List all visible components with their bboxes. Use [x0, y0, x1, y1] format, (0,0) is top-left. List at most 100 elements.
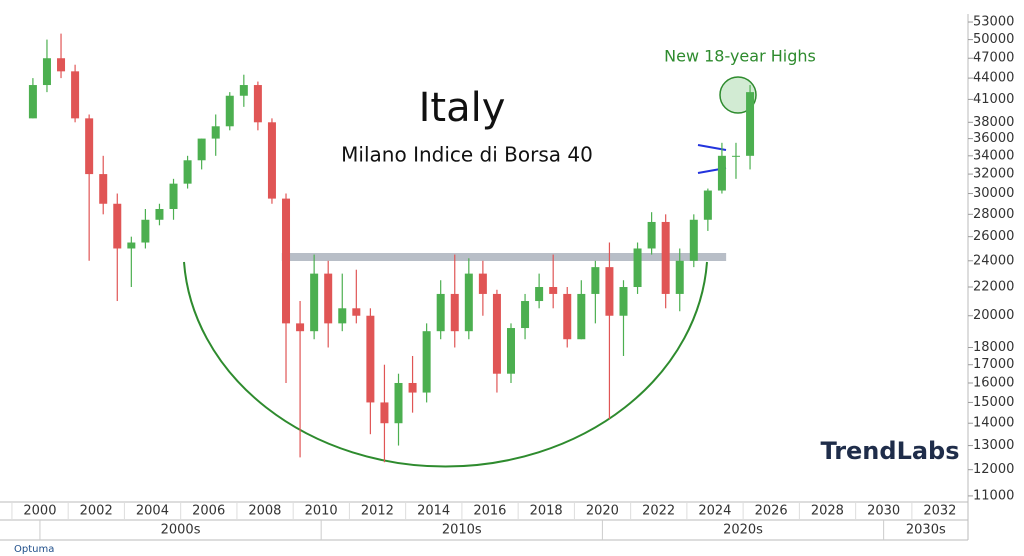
candle-body — [506, 328, 515, 374]
x-tick-label: 2016 — [473, 504, 506, 519]
x-tick-label: 2010 — [305, 504, 338, 519]
decade-label: 2020s — [723, 523, 763, 538]
y-tick-label: 34000 — [973, 148, 1014, 163]
y-tick-label: 53000 — [973, 15, 1014, 30]
candle-body — [436, 293, 445, 332]
candle-body — [169, 183, 178, 209]
x-tick-label: 2002 — [80, 504, 113, 519]
candle-body — [99, 174, 108, 204]
candle-body — [282, 198, 291, 324]
y-tick-label: 20000 — [973, 308, 1014, 323]
candle-body — [239, 85, 248, 96]
x-tick-label: 2024 — [698, 504, 731, 519]
y-tick-label: 13000 — [973, 438, 1014, 453]
candle-body — [450, 293, 459, 332]
y-tick-label: 41000 — [973, 92, 1014, 107]
x-tick-label: 2030 — [867, 504, 900, 519]
chart-subtitle: Milano Indice di Borsa 40 — [341, 143, 593, 167]
rounding-bottom — [183, 261, 708, 468]
candle-body — [675, 260, 684, 294]
candle-body — [605, 267, 614, 316]
y-tick-label: 28000 — [973, 207, 1014, 222]
annotation: New 18-year Highs — [664, 47, 816, 66]
y-tick-label: 15000 — [973, 395, 1014, 410]
x-tick-label: 2008 — [248, 504, 281, 519]
x-tick-label: 2004 — [136, 504, 169, 519]
candle-body — [408, 382, 417, 393]
y-tick-label: 47000 — [973, 51, 1014, 66]
candle-body — [394, 382, 403, 424]
candle-body — [141, 219, 150, 243]
y-tick-label: 38000 — [973, 115, 1014, 130]
candle-body — [296, 323, 305, 332]
plot — [28, 33, 755, 463]
y-tick-label: 16000 — [973, 375, 1014, 390]
candle-body — [731, 155, 740, 157]
candle-body — [267, 122, 276, 199]
logo: TrendLabs — [820, 437, 959, 465]
candle-body — [703, 190, 712, 220]
x-tick-label: 2006 — [192, 504, 225, 519]
x-tick-label: 2026 — [755, 504, 788, 519]
candle-body — [211, 126, 220, 139]
candle-body — [183, 160, 192, 184]
candle-body — [577, 293, 586, 340]
candle-body — [549, 287, 558, 294]
y-tick-label: 24000 — [973, 253, 1014, 268]
chart-title: Italy — [419, 85, 506, 131]
candle-body — [71, 71, 80, 119]
y-tick-label: 11000 — [973, 488, 1014, 503]
candle-body — [42, 58, 51, 86]
candle-body — [492, 293, 501, 374]
candle-body — [155, 208, 164, 220]
candle-body — [338, 308, 347, 324]
candle-body — [310, 273, 319, 332]
candle-body — [661, 221, 670, 294]
y-tick-label: 36000 — [973, 131, 1014, 146]
candle-body — [464, 273, 473, 332]
candle-body — [521, 301, 530, 329]
x-tick-label: 2014 — [417, 504, 450, 519]
candle-body — [324, 273, 333, 324]
candle-body — [746, 92, 755, 156]
x-tick-label: 2022 — [642, 504, 675, 519]
x-tick-label: 2028 — [811, 504, 844, 519]
candle-body — [225, 95, 234, 127]
candle-body — [535, 287, 544, 302]
candle-body — [478, 273, 487, 294]
y-tick-label: 14000 — [973, 416, 1014, 431]
x-tick-label: 2020 — [586, 504, 619, 519]
y-tick-label: 30000 — [973, 186, 1014, 201]
footer: Optuma — [14, 544, 54, 555]
candle-body — [591, 267, 600, 294]
candle-body — [717, 155, 726, 191]
candle-body — [619, 287, 628, 316]
candle-body — [422, 331, 431, 393]
candle-body — [633, 248, 642, 288]
y-tick-label: 18000 — [973, 340, 1014, 355]
candle-body — [85, 118, 94, 175]
decade-label: 2030s — [906, 523, 946, 538]
x-tick-label: 2000 — [23, 504, 56, 519]
candle-body — [563, 293, 572, 340]
x-tick-label: 2032 — [923, 504, 956, 519]
x-tick-label: 2012 — [361, 504, 394, 519]
candle-body — [28, 85, 37, 119]
candle-body — [352, 308, 361, 316]
y-tick-label: 17000 — [973, 357, 1014, 372]
y-tick-label: 22000 — [973, 280, 1014, 295]
candle-body — [366, 315, 375, 403]
candle-body — [197, 138, 206, 161]
candle-body — [647, 221, 656, 249]
decade-label: 2000s — [161, 523, 201, 538]
candle-body — [253, 85, 262, 123]
candle-body — [57, 58, 66, 72]
decade-label: 2010s — [442, 523, 482, 538]
y-tick-label: 50000 — [973, 32, 1014, 47]
y-tick-label: 26000 — [973, 229, 1014, 244]
y-tick-label: 12000 — [973, 462, 1014, 477]
y-tick-label: 44000 — [973, 71, 1014, 86]
x-tick-label: 2018 — [530, 504, 563, 519]
candle-body — [380, 402, 389, 424]
